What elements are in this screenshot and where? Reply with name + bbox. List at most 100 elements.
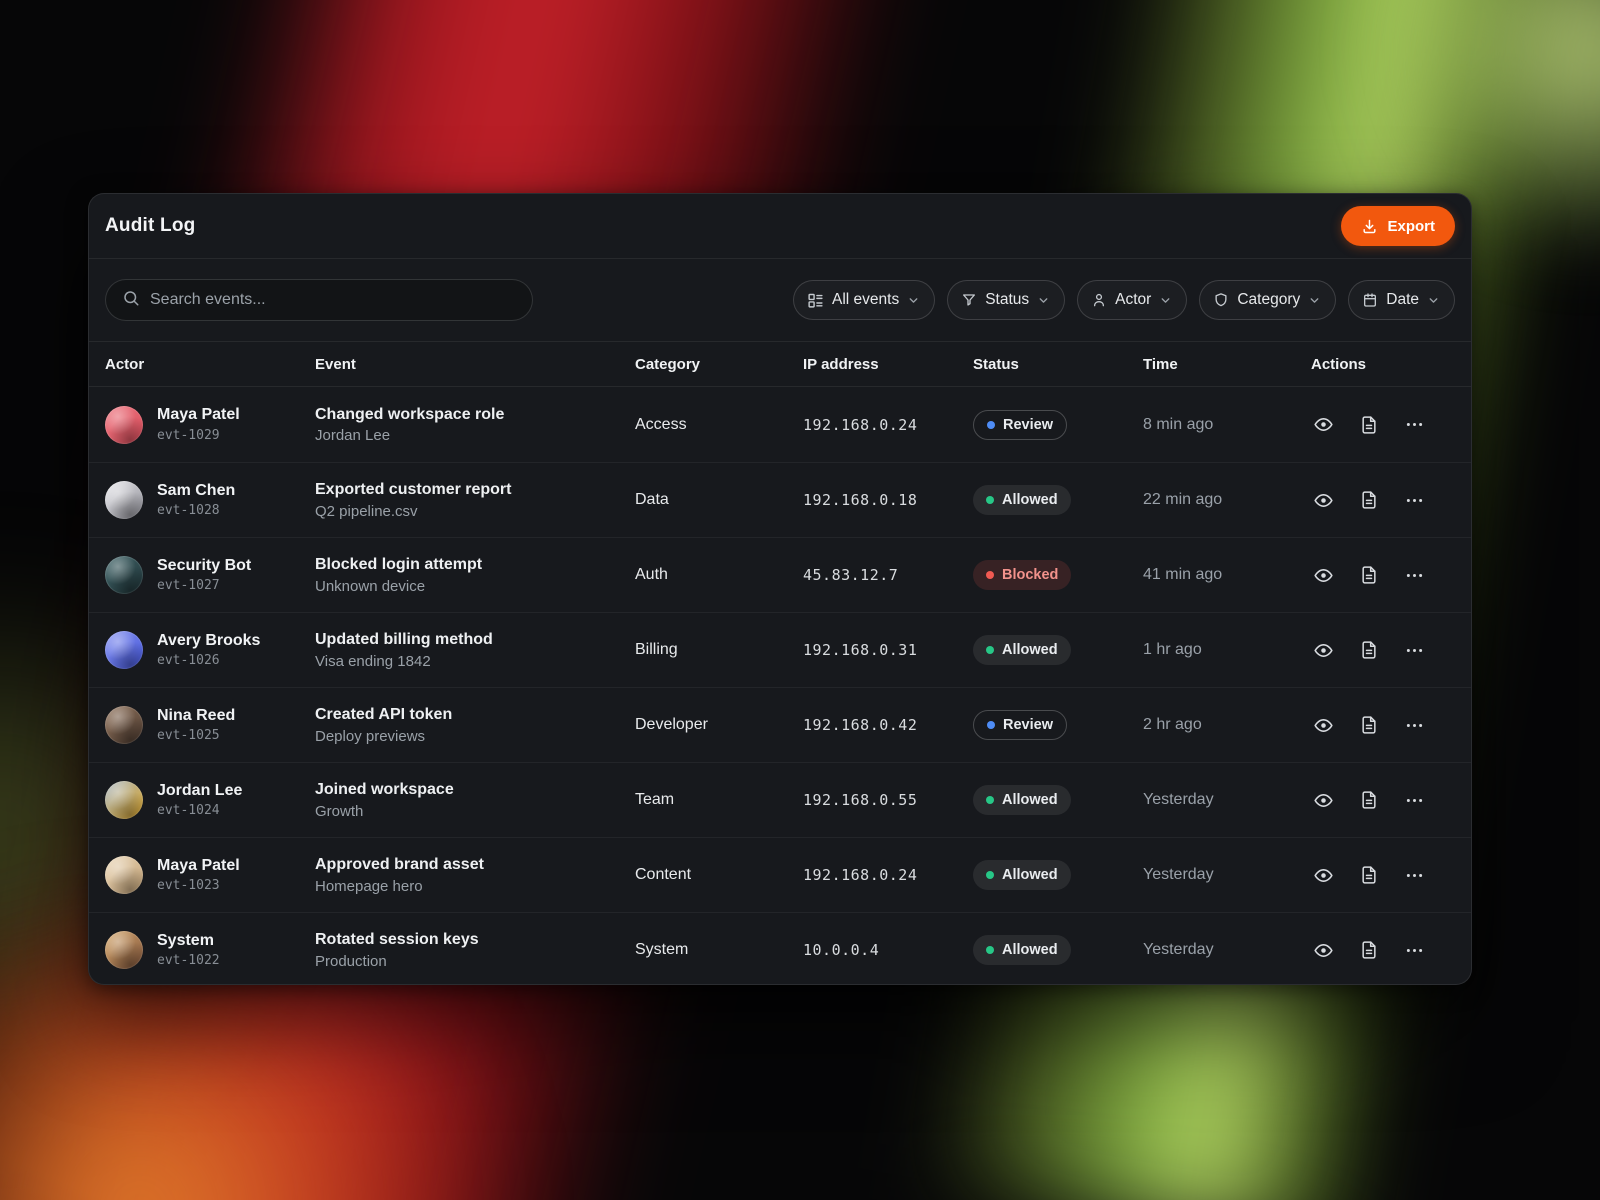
ellipsis-icon xyxy=(1404,790,1425,811)
actor-meta: Avery Brooks evt-1026 xyxy=(157,632,260,668)
filter-all-events[interactable]: All events xyxy=(793,280,936,320)
table-body: Maya Patel evt-1029 Changed workspace ro… xyxy=(89,387,1471,984)
view-button[interactable] xyxy=(1311,863,1336,888)
event-detail: Deploy previews xyxy=(315,727,426,745)
details-button[interactable] xyxy=(1357,788,1381,812)
chevron-down-icon xyxy=(907,294,920,307)
more-button[interactable] xyxy=(1402,488,1427,513)
actor-name: Maya Patel xyxy=(157,856,240,874)
table-row[interactable]: Maya Patel evt-1023 Approved brand asset… xyxy=(89,837,1471,912)
table-row[interactable]: Jordan Lee evt-1024 Joined workspace Gro… xyxy=(89,762,1471,837)
event-title: Joined workspace xyxy=(315,781,454,799)
category-cell: System xyxy=(635,941,689,958)
file-text-icon xyxy=(1359,640,1379,660)
event-cell: Exported customer report Q2 pipeline.csv xyxy=(315,480,635,519)
view-button[interactable] xyxy=(1311,563,1336,588)
details-button[interactable] xyxy=(1357,488,1381,512)
table-row[interactable]: System evt-1022 Rotated session keys Pro… xyxy=(89,912,1471,984)
audit-log-panel: Audit Log Export xyxy=(88,193,1472,985)
more-button[interactable] xyxy=(1402,638,1427,663)
details-button[interactable] xyxy=(1357,863,1381,887)
actor-name: System xyxy=(157,931,214,949)
eye-icon xyxy=(1313,565,1334,586)
actor-meta: Security Bot evt-1027 xyxy=(157,557,251,593)
actions-cell xyxy=(1311,938,1455,963)
details-button[interactable] xyxy=(1357,938,1381,962)
filter-date[interactable]: Date xyxy=(1348,280,1455,320)
table-row[interactable]: Avery Brooks evt-1026 Updated billing me… xyxy=(89,612,1471,687)
details-button[interactable] xyxy=(1357,413,1381,437)
funnel-icon xyxy=(961,292,977,308)
actions-cell xyxy=(1311,638,1455,663)
actor-cell: Sam Chen evt-1028 xyxy=(105,481,315,519)
status-cell: Review xyxy=(973,409,1143,440)
ip-address: 192.168.0.55 xyxy=(803,791,918,809)
more-button[interactable] xyxy=(1402,412,1427,437)
chevron-down-icon xyxy=(1159,294,1172,307)
filter-actor[interactable]: Actor xyxy=(1077,280,1188,320)
filter-label: Category xyxy=(1237,291,1301,308)
details-button[interactable] xyxy=(1357,713,1381,737)
view-button[interactable] xyxy=(1311,488,1336,513)
status-cell: Review xyxy=(973,710,1143,740)
ellipsis-icon xyxy=(1404,640,1425,661)
search-box[interactable] xyxy=(105,279,533,321)
view-button[interactable] xyxy=(1311,938,1336,963)
search-input[interactable] xyxy=(150,291,516,309)
more-button[interactable] xyxy=(1402,788,1427,813)
actor-meta: Maya Patel evt-1029 xyxy=(157,406,240,442)
shield-icon xyxy=(1213,292,1229,308)
download-icon xyxy=(1361,218,1378,235)
details-button[interactable] xyxy=(1357,563,1381,587)
chevron-down-icon xyxy=(1037,294,1050,307)
status-label: Allowed xyxy=(1002,792,1058,808)
view-button[interactable] xyxy=(1311,412,1336,437)
table-row[interactable]: Security Bot evt-1027 Blocked login atte… xyxy=(89,537,1471,612)
column-header-actions: Actions xyxy=(1311,355,1367,373)
status-badge: Allowed xyxy=(973,635,1071,665)
category-cell: Auth xyxy=(635,566,668,583)
filter-status[interactable]: Status xyxy=(947,280,1066,320)
event-id: evt-1025 xyxy=(157,728,220,744)
more-button[interactable] xyxy=(1402,938,1427,963)
actor-meta: Jordan Lee evt-1024 xyxy=(157,782,242,818)
view-button[interactable] xyxy=(1311,713,1336,738)
more-button[interactable] xyxy=(1402,713,1427,738)
avatar xyxy=(105,481,143,519)
status-dot xyxy=(987,420,995,429)
ellipsis-icon xyxy=(1404,565,1425,586)
details-button[interactable] xyxy=(1357,638,1381,662)
status-dot xyxy=(986,871,994,879)
view-button[interactable] xyxy=(1311,638,1336,663)
export-button[interactable]: Export xyxy=(1341,206,1455,246)
event-cell: Joined workspace Growth xyxy=(315,780,635,819)
event-cell: Approved brand asset Homepage hero xyxy=(315,855,635,894)
chevron-down-icon xyxy=(1308,294,1321,307)
file-text-icon xyxy=(1359,490,1379,510)
status-badge: Allowed xyxy=(973,935,1071,965)
actor-name: Sam Chen xyxy=(157,481,236,499)
more-button[interactable] xyxy=(1402,563,1427,588)
actor-meta: Sam Chen evt-1028 xyxy=(157,482,235,518)
view-button[interactable] xyxy=(1311,788,1336,813)
time-cell: Yesterday xyxy=(1143,941,1214,958)
more-button[interactable] xyxy=(1402,863,1427,888)
divider xyxy=(89,341,1471,342)
actor-cell: Maya Patel evt-1023 xyxy=(105,856,315,894)
column-header-ip: IP address xyxy=(803,355,879,373)
event-detail: Jordan Lee xyxy=(315,427,391,445)
status-cell: Allowed xyxy=(973,635,1143,665)
filter-category[interactable]: Category xyxy=(1199,280,1337,320)
table-row[interactable]: Sam Chen evt-1028 Exported customer repo… xyxy=(89,462,1471,537)
event-detail: Unknown device xyxy=(315,577,426,595)
actor-name: Security Bot xyxy=(157,556,252,574)
actor-name: Avery Brooks xyxy=(157,631,261,649)
table-row[interactable]: Nina Reed evt-1025 Created API token Dep… xyxy=(89,687,1471,762)
status-badge: Allowed xyxy=(973,485,1071,515)
time-cell: 8 min ago xyxy=(1143,415,1214,433)
event-title: Blocked login attempt xyxy=(315,556,483,574)
event-title: Updated billing method xyxy=(315,631,493,649)
table-row[interactable]: Maya Patel evt-1029 Changed workspace ro… xyxy=(89,387,1471,462)
file-text-icon xyxy=(1359,715,1379,735)
category-cell: Developer xyxy=(635,716,708,733)
